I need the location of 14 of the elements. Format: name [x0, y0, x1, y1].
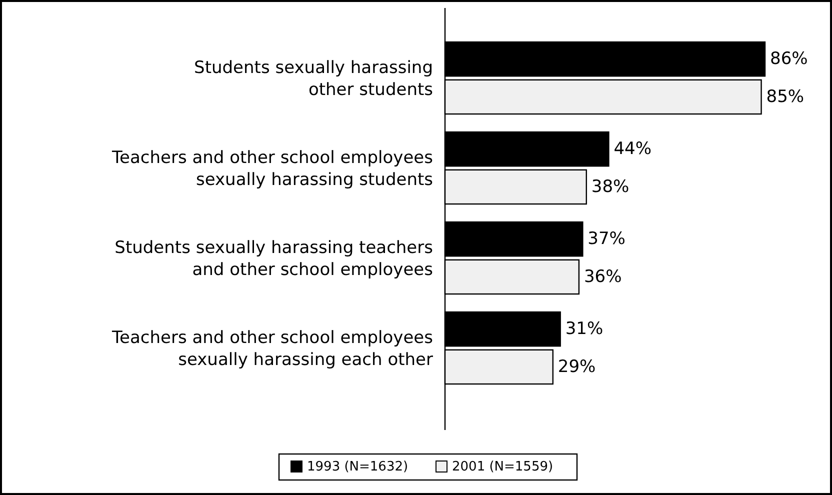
data-label: 36% — [584, 266, 622, 287]
data-label: 44% — [614, 139, 652, 160]
y-tick-label: Teachers and other school employees sexually harassing students — [111, 148, 434, 190]
y-tick-label: Students sexually harassing teachers and other school employees — [114, 238, 434, 280]
data-label: 31% — [565, 319, 604, 340]
data-label: 37% — [588, 229, 626, 250]
y-tick-label: Teachers and other school employees sexually harassing each other — [111, 328, 434, 370]
data-label: 85% — [766, 86, 804, 107]
legend-label: 1993 (N=1632) — [307, 460, 408, 474]
legend-label: 2001 (N=1559) — [452, 460, 554, 474]
y-tick-label: Students sexually harassing other students — [194, 58, 434, 100]
data-label: 38% — [591, 176, 630, 197]
data-label: 86% — [770, 49, 808, 70]
data-label: 29% — [558, 356, 596, 377]
